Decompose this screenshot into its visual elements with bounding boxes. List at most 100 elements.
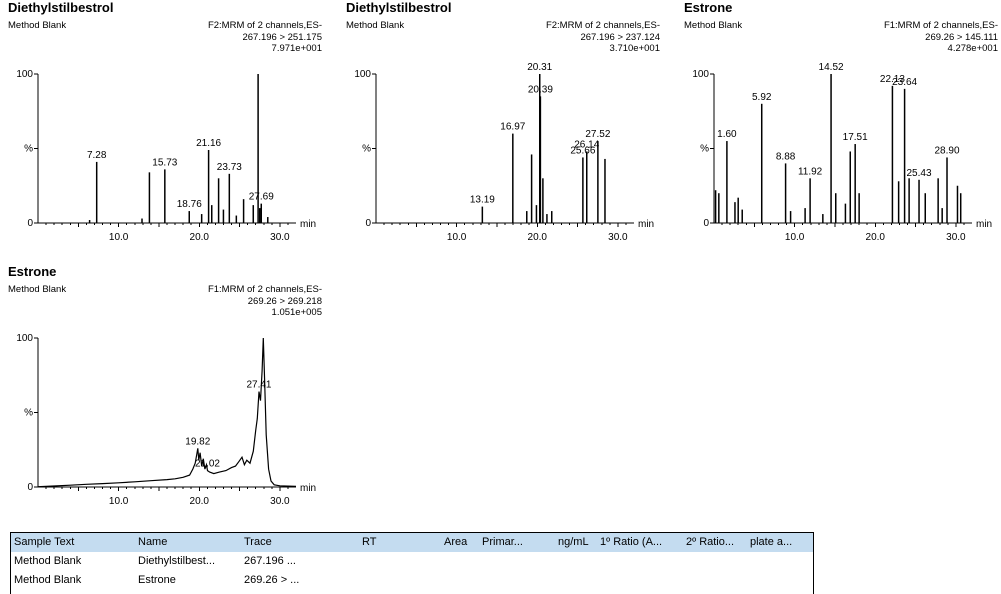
max-intensity: 3.710e+001 (609, 43, 660, 54)
y-tick-label: 0 (703, 218, 709, 229)
column-header[interactable]: RT (362, 536, 377, 548)
x-tick-label: 10.0 (447, 232, 467, 243)
chromatogram-panel-3: Estrone Method Blank F1:MRM of 2 channel… (684, 0, 1001, 243)
table-cell (555, 552, 597, 571)
panel-info: F2:MRM of 2 channels,ES- 267.196 > 251.1… (208, 20, 322, 55)
column-header[interactable]: Name (138, 536, 168, 548)
function-line: F2:MRM of 2 channels,ES- (545, 20, 660, 31)
chromatogram-panel-2: Diethylstilbestrol Method Blank F2:MRM o… (346, 0, 668, 243)
y-tick-label: % (24, 144, 33, 155)
panel-sample: Method Blank (8, 20, 67, 31)
x-tick-label: 30.0 (270, 232, 290, 243)
table-cell (359, 571, 441, 590)
table-cell: Diethylstilbest... (138, 555, 216, 567)
table-cell (683, 552, 747, 571)
transition: 267.196 > 237.124 (580, 31, 660, 43)
transition: 269.26 > 269.218 (247, 295, 322, 307)
panel-sample: Method Blank (346, 20, 405, 31)
peak-label: 18.76 (177, 199, 202, 210)
panel-title: Diethylstilbestrol (8, 0, 114, 15)
panel-info: F1:MRM of 2 channels,ES- 269.26 > 269.21… (208, 284, 322, 319)
y-tick-label: 100 (16, 333, 33, 344)
x-tick-label: 20.0 (190, 496, 210, 507)
table-cell (683, 571, 747, 590)
column-header[interactable]: 1º Ratio (A... (600, 536, 663, 548)
table-cell: Estrone (138, 574, 176, 586)
max-intensity: 4.278e+001 (947, 43, 998, 54)
x-tick-label: 20.0 (190, 232, 210, 243)
table-cell (747, 571, 813, 590)
panel-title: Estrone (8, 264, 57, 279)
function-line: F1:MRM of 2 channels,ES- (207, 284, 322, 295)
x-tick-label: 10.0 (109, 496, 129, 507)
table-cell (441, 552, 479, 571)
table-cell (359, 552, 441, 571)
y-tick-label: 0 (27, 482, 33, 493)
peak-label: 14.52 (819, 62, 844, 73)
table-cell (555, 571, 597, 590)
x-unit-label: min (976, 219, 992, 230)
y-tick-label: % (24, 408, 33, 419)
chromatogram-plot: 100% 0 10.0 20.0 30.0 min 7.28 15.73 18.76 21.16 2… (16, 69, 316, 243)
table-cell (597, 571, 683, 590)
table-cell (441, 571, 479, 590)
x-unit-label: min (300, 483, 316, 494)
table-cell: 267.196 ... (244, 555, 296, 567)
peak-label: 25.43 (907, 168, 932, 179)
peak-label: 27.52 (585, 129, 610, 140)
y-tick-label: 100 (354, 69, 371, 80)
column-header[interactable]: plate a... (750, 536, 793, 548)
y-tick-label: 100 (692, 69, 709, 80)
table-header-row: Sample Text Name Trace RT Area Primar...… (11, 533, 813, 552)
peak-label: 23.73 (217, 162, 242, 173)
y-tick-label: 100 (16, 69, 33, 80)
column-header[interactable]: Sample Text (14, 536, 75, 548)
x-tick-label: 10.0 (109, 232, 129, 243)
peak-label: 22.13 (880, 74, 905, 85)
panel-title: Estrone (684, 0, 733, 15)
peak-label: 27.69 (249, 192, 274, 203)
peak-label: 26.14 (574, 139, 599, 150)
table-cell: Method Blank (14, 574, 82, 586)
column-header[interactable]: Trace (244, 536, 272, 548)
table-row[interactable]: Method Blank Diethylstilbest... 267.196 … (11, 552, 813, 571)
results-table[interactable]: Sample Text Name Trace RT Area Primar...… (10, 532, 814, 594)
peak-label: 17.51 (843, 132, 868, 143)
panel-info: F2:MRM of 2 channels,ES- 267.196 > 237.1… (546, 20, 660, 55)
x-unit-label: min (638, 219, 654, 230)
y-tick-label: % (700, 144, 709, 155)
peak-label: 5.92 (752, 92, 772, 103)
table-cell (479, 571, 555, 590)
table-cell (597, 552, 683, 571)
peak-label: 11.92 (798, 166, 823, 177)
table-cell: 269.26 > ... (244, 574, 300, 586)
x-unit-label: min (300, 219, 316, 230)
x-tick-label: 30.0 (270, 496, 290, 507)
x-tick-label: 30.0 (946, 232, 966, 243)
peak-label: 21.16 (196, 138, 221, 149)
chromatogram-plot: 100% 0 10.0 20.0 30.0 min 19.82 21.02 27.41 (16, 333, 316, 507)
function-line: F1:MRM of 2 channels,ES- (883, 20, 998, 31)
peak-label: 8.88 (776, 151, 796, 162)
panel-sample: Method Blank (8, 284, 67, 295)
column-header[interactable]: ng/mL (558, 536, 589, 548)
chromatogram-panel-4: Estrone Method Blank F1:MRM of 2 channel… (8, 264, 330, 507)
peak-label: 20.39 (528, 84, 553, 95)
column-header[interactable]: 2º Ratio... (686, 536, 735, 548)
peak-label: 15.73 (152, 157, 177, 168)
peak-label: 21.02 (195, 459, 220, 470)
max-intensity: 7.971e+001 (271, 43, 322, 54)
panel-info: F1:MRM of 2 channels,ES- 269.26 > 145.11… (884, 20, 998, 55)
peak-label: 27.41 (246, 380, 271, 391)
peak-label: 13.19 (470, 195, 495, 206)
max-intensity: 1.051e+005 (271, 307, 322, 318)
transition: 267.196 > 251.175 (242, 31, 322, 43)
table-row[interactable]: Method Blank Estrone 269.26 > ... (11, 571, 813, 590)
table-cell (479, 552, 555, 571)
column-header[interactable]: Area (444, 536, 468, 548)
peak-label: 7.28 (87, 150, 107, 161)
column-header[interactable]: Primar... (482, 536, 523, 548)
peak-label: 16.97 (500, 122, 525, 133)
peak-label: 1.60 (717, 129, 737, 140)
